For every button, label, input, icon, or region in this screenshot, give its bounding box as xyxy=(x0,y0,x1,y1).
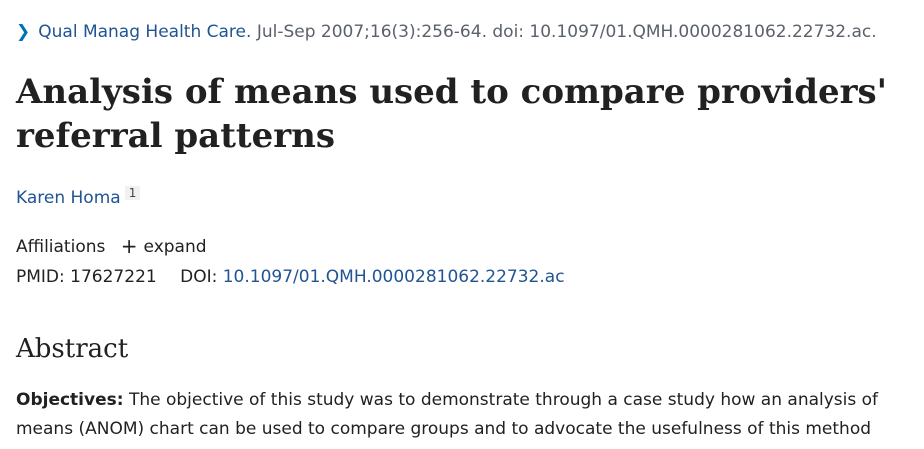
doi-link[interactable]: 10.1097/01.QMH.0000281062.22732.ac xyxy=(222,267,565,287)
expand-label: expand xyxy=(143,237,207,257)
identifiers-row: PMID: 17627221 DOI: 10.1097/01.QMH.00002… xyxy=(16,267,565,287)
pmid-value: 17627221 xyxy=(70,267,157,287)
doi-label: DOI: xyxy=(180,267,218,287)
affiliation-number[interactable]: 1 xyxy=(124,186,141,200)
journal-citation: ❯ Qual Manag Health Care. Jul-Sep 2007;16… xyxy=(16,22,877,42)
affiliations-expand-button[interactable]: + expand xyxy=(120,234,207,258)
affiliations-label: Affiliations xyxy=(16,237,106,257)
author-link[interactable]: Karen Homa xyxy=(16,188,121,208)
objectives-text: The objective of this study was to demon… xyxy=(16,390,879,439)
citation-details: Jul-Sep 2007;16(3):256-64. doi: 10.1097/… xyxy=(256,22,877,42)
objectives-label: Objectives: xyxy=(16,390,124,410)
plus-icon: + xyxy=(120,234,138,258)
chevron-right-icon[interactable]: ❯ xyxy=(16,22,31,42)
abstract-objectives: Objectives: The objective of this study … xyxy=(16,386,916,444)
author-list: Karen Homa 1 xyxy=(16,186,141,208)
affiliations-row: Affiliations + expand xyxy=(16,233,207,258)
abstract-heading: Abstract xyxy=(16,334,129,364)
journal-link[interactable]: Qual Manag Health Care. xyxy=(38,22,252,42)
pmid-label: PMID: xyxy=(16,267,65,287)
article-title: Analysis of means used to compare provid… xyxy=(16,72,888,156)
